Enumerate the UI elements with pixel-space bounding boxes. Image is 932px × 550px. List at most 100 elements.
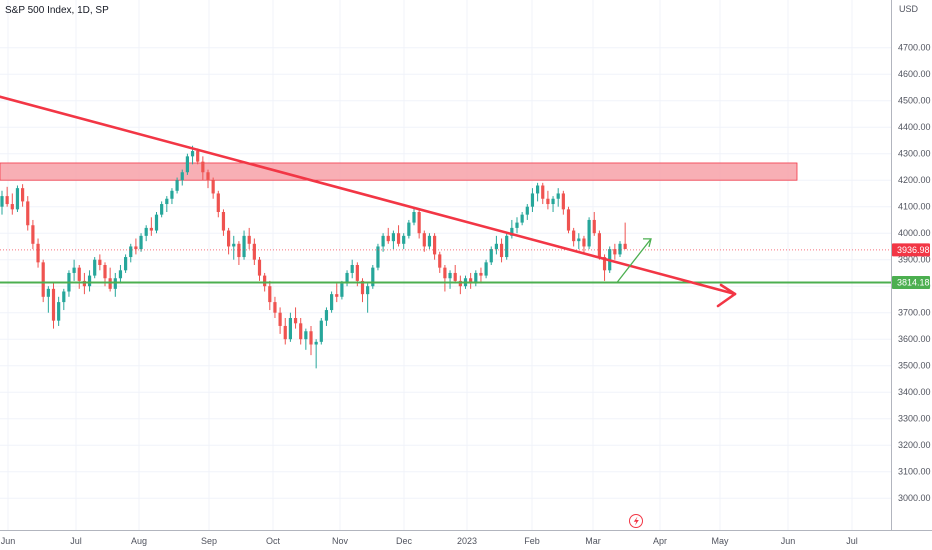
lightning-icon-bolt <box>633 516 639 526</box>
candle <box>5 186 9 207</box>
candle-body <box>530 193 535 207</box>
candle-body <box>268 286 272 303</box>
candle <box>366 283 370 313</box>
candle-body <box>87 275 92 287</box>
candle <box>566 206 571 234</box>
candle-body <box>499 243 504 258</box>
candle <box>396 225 401 247</box>
support-price-tag-bg <box>892 275 930 289</box>
price-tick-label: 4600.00 <box>898 69 931 79</box>
time-tick-label: Feb <box>524 536 540 546</box>
resistance-zone[interactable] <box>0 162 798 181</box>
candle-body <box>129 246 133 258</box>
trendline <box>0 95 737 296</box>
candle <box>10 193 14 215</box>
candle <box>417 209 421 239</box>
candle-body <box>422 233 426 247</box>
candle <box>87 270 92 292</box>
candle <box>160 201 164 218</box>
candle-body <box>381 235 385 247</box>
candle-body <box>443 267 447 279</box>
candle-body <box>546 198 550 205</box>
candle-body <box>196 151 200 162</box>
candle <box>57 296 61 326</box>
candle-body <box>190 151 195 157</box>
candle-body <box>402 235 406 244</box>
candle <box>458 275 462 295</box>
candle-body <box>185 156 189 173</box>
candle-body <box>541 185 545 199</box>
lightning-icon <box>629 514 643 528</box>
candle <box>427 233 432 250</box>
candle <box>113 272 117 297</box>
candle <box>149 217 153 236</box>
time-tick-label: Mar <box>585 536 601 546</box>
candle <box>613 243 617 260</box>
candle <box>438 251 442 273</box>
candle-body <box>350 265 354 273</box>
time-tick-label: Sep <box>201 536 217 546</box>
candle-body <box>5 196 9 205</box>
candle-body <box>396 233 401 244</box>
chart-grid <box>0 0 891 530</box>
drawing-layer[interactable] <box>0 95 891 308</box>
candle-body <box>556 193 560 199</box>
candle <box>479 267 483 284</box>
candle <box>499 238 504 263</box>
candle-body <box>427 235 432 247</box>
candle <box>412 206 416 226</box>
trendline-arrowhead <box>716 283 737 308</box>
candle <box>350 259 354 279</box>
candle-body <box>391 233 395 242</box>
projection-arrow <box>616 238 652 283</box>
candle <box>36 238 40 268</box>
candle <box>165 196 169 212</box>
candle-body <box>51 288 56 321</box>
candle-body <box>561 193 565 210</box>
candle-body <box>293 318 298 324</box>
time-tick-label: Jul <box>846 536 858 546</box>
candle-body <box>371 267 375 287</box>
candle <box>304 328 308 350</box>
time-tick-label: May <box>711 536 729 546</box>
candle <box>386 227 390 244</box>
candle <box>67 270 71 297</box>
candle-body <box>31 225 35 244</box>
candle <box>268 280 272 311</box>
candle <box>520 212 524 226</box>
candle <box>206 169 210 189</box>
candle <box>15 185 20 212</box>
candle-body <box>469 278 473 284</box>
price-tick-label: 3900.00 <box>898 255 931 265</box>
candle-body <box>587 219 591 247</box>
candle <box>592 212 596 236</box>
candle-body <box>314 341 318 345</box>
price-axis[interactable]: USD 3000.00 3100.00 3200.00 3300.00 3400.00 35… <box>891 0 932 550</box>
candle <box>21 184 25 207</box>
candle-body <box>319 320 323 342</box>
time-axis[interactable]: Jun Jul Aug Sep Oct Nov Dec 2023 Feb Mar Apr May Jun… <box>0 530 932 550</box>
candle-body <box>144 227 148 236</box>
candle-body <box>232 243 236 247</box>
candle-body <box>46 288 50 297</box>
projection-arrowhead <box>643 238 652 248</box>
candle <box>26 196 30 231</box>
candle <box>582 235 586 255</box>
candle-body <box>458 280 462 287</box>
candle-body <box>118 270 123 279</box>
candle-body <box>10 204 14 210</box>
candle <box>314 339 318 369</box>
price-tick-label: 3300.00 <box>898 414 931 424</box>
candle-body <box>592 219 596 234</box>
price-tick-label: 3100.00 <box>898 467 931 477</box>
candle <box>319 318 323 345</box>
candle-body <box>566 209 571 231</box>
price-tick-label: 4200.00 <box>898 175 931 185</box>
candle-body <box>154 214 159 231</box>
candle <box>299 318 303 345</box>
candle <box>448 270 452 289</box>
candle-body <box>165 198 169 205</box>
candle <box>170 188 174 205</box>
candle <box>108 267 112 292</box>
